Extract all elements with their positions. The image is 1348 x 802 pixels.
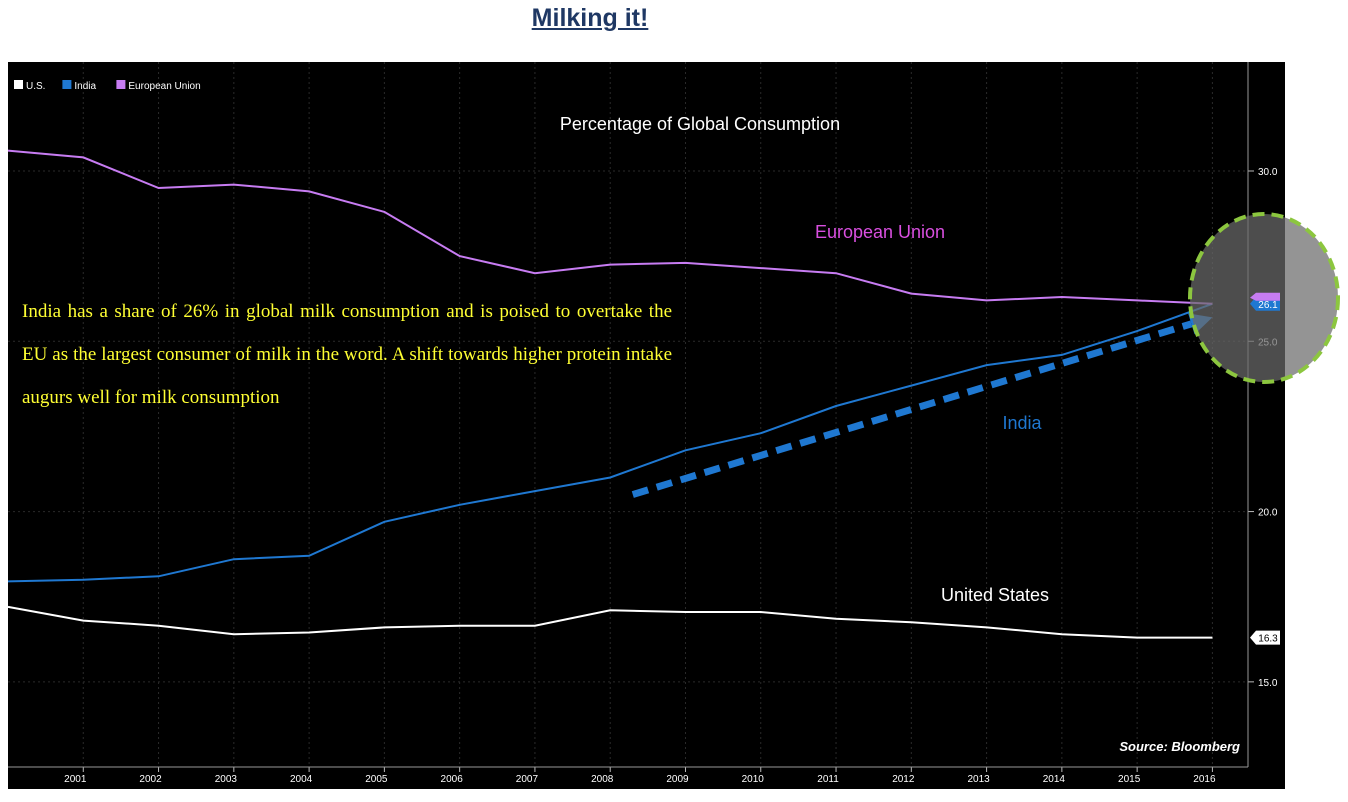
series-label-india: India: [1002, 413, 1042, 433]
x-tick-label: 2008: [591, 774, 614, 785]
trend-arrow-shaft: [631, 320, 1193, 498]
series-label-eu: European Union: [815, 222, 945, 242]
end-label-u-s-: 16.3: [1258, 634, 1278, 645]
x-tick-label: 2015: [1118, 774, 1141, 785]
y-tick-label: 30.0: [1258, 167, 1278, 178]
legend-label: European Union: [128, 81, 200, 92]
x-tick-label: 2016: [1193, 774, 1216, 785]
page-title: Milking it!: [531, 4, 649, 32]
end-label-box-european-union: [1250, 292, 1280, 301]
x-tick-label: 2006: [441, 774, 464, 785]
x-tick-label: 2009: [666, 774, 689, 785]
x-tick-label: 2004: [290, 774, 313, 785]
x-tick-label: 2010: [742, 774, 765, 785]
x-tick-label: 2013: [967, 774, 990, 785]
source-note: Source: Bloomberg: [1119, 739, 1240, 754]
legend-label: U.S.: [26, 81, 45, 92]
y-tick-label: 20.0: [1258, 508, 1278, 519]
x-tick-label: 2001: [64, 774, 87, 785]
series-lines: [7, 149, 1213, 639]
x-tick-label: 2007: [516, 774, 539, 785]
y-tick-label: 15.0: [1258, 678, 1278, 689]
x-tick-label: 2002: [139, 774, 162, 785]
x-tick-label: 2011: [817, 774, 839, 785]
x-tick-label: 2005: [365, 774, 388, 785]
legend-swatch: [14, 80, 23, 89]
series-line-u-s-: [7, 605, 1213, 639]
x-tick-label: 2012: [892, 774, 915, 785]
annotation-text: India has a share of 26% in global milk …: [22, 301, 672, 408]
chart-background: [8, 62, 1285, 789]
series-label-us: United States: [941, 585, 1049, 605]
chart-title: Percentage of Global Consumption: [560, 114, 840, 134]
x-tick-label: 2014: [1043, 774, 1066, 785]
series-line-india: [7, 302, 1213, 583]
legend-label: India: [74, 81, 96, 92]
legend-swatch: [116, 80, 126, 89]
end-label-box-u-s-: [1250, 630, 1280, 645]
grid: [8, 62, 1248, 767]
series-line-european-union: [7, 149, 1213, 305]
legend-swatch: [62, 80, 72, 89]
x-tick-label: 2003: [215, 774, 238, 785]
end-label-india: 26.1: [1258, 300, 1278, 311]
end-value-labels: 16.3 26.1: [1250, 292, 1280, 645]
legend: U.S. India European Union: [14, 80, 201, 92]
